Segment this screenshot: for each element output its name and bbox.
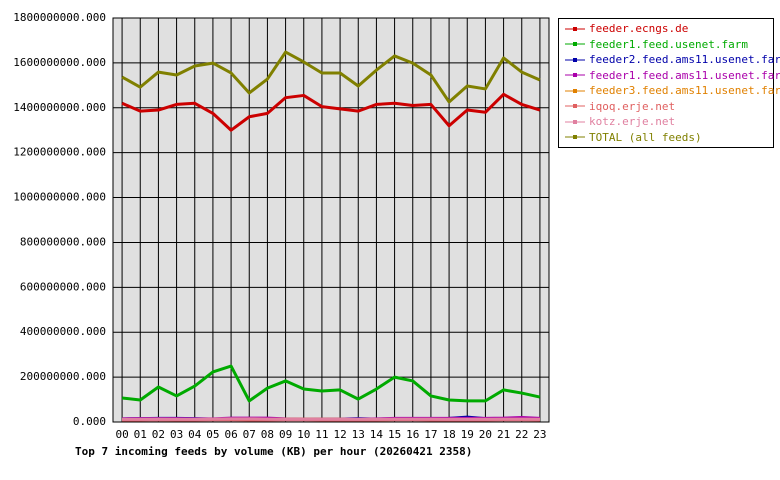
x-tick-label: 16 <box>406 428 419 441</box>
x-tick-label: 19 <box>461 428 474 441</box>
y-tick-label: 1400000000.000 <box>13 101 106 114</box>
legend-dot <box>573 104 577 109</box>
x-tick-label: 14 <box>370 428 384 441</box>
legend-swatch <box>565 57 585 62</box>
legend-dot <box>573 26 577 31</box>
legend: feeder.ecngs.de feeder1.feed.usenet.farm f… <box>558 18 780 148</box>
x-tick-label: 08 <box>261 428 274 441</box>
x-tick-label: 21 <box>497 428 510 441</box>
legend-label: feeder1.feed.ams11.usenet.farm <box>589 68 780 82</box>
legend-swatch <box>565 135 585 140</box>
legend-dot <box>573 42 577 47</box>
y-tick-label: 200000000.000 <box>20 370 106 383</box>
legend-item: kotz.erje.net <box>559 114 773 130</box>
legend-item: iqoq.erje.net <box>559 99 773 115</box>
legend-label: feeder.ecngs.de <box>589 22 689 36</box>
legend-item: feeder.ecngs.de <box>559 21 773 37</box>
x-tick-label: 13 <box>352 428 365 441</box>
legend-label: TOTAL (all feeds) <box>589 130 702 144</box>
x-tick-label: 05 <box>206 428 219 441</box>
legend-dot <box>573 88 577 93</box>
legend-item: feeder1.feed.usenet.farm <box>559 37 773 53</box>
legend-swatch <box>565 26 585 31</box>
x-tick-label: 01 <box>134 428 147 441</box>
legend-dot <box>573 73 577 78</box>
legend-item: feeder3.feed.ams11.usenet.farm <box>559 83 780 99</box>
x-tick-label: 17 <box>424 428 437 441</box>
y-tick-label: 800000000.000 <box>20 235 106 248</box>
plot-frame <box>112 17 550 423</box>
legend-label: feeder3.feed.ams11.usenet.farm <box>589 84 780 98</box>
y-tick-label: 0.000 <box>73 415 106 428</box>
plot-area <box>112 17 550 423</box>
legend-swatch <box>565 119 585 124</box>
legend-swatch <box>565 104 585 109</box>
x-tick-label: 06 <box>224 428 237 441</box>
legend-item: feeder2.feed.ams11.usenet.farm <box>559 52 780 68</box>
x-tick-label: 10 <box>297 428 310 441</box>
chart-title: Top 7 incoming feeds by volume (KB) per … <box>75 445 472 458</box>
x-tick-label: 07 <box>243 428 256 441</box>
x-tick-label: 18 <box>442 428 455 441</box>
y-tick-label: 1800000000.000 <box>13 11 106 24</box>
y-tick-label: 400000000.000 <box>20 325 106 338</box>
legend-dot <box>573 135 577 140</box>
x-tick-label: 20 <box>479 428 492 441</box>
x-tick-label: 09 <box>279 428 292 441</box>
legend-swatch <box>565 73 585 78</box>
x-tick-label: 11 <box>315 428 328 441</box>
legend-label: iqoq.erje.net <box>589 99 676 113</box>
y-tick-label: 1600000000.000 <box>13 56 106 69</box>
x-tick-label: 00 <box>115 428 128 441</box>
series-line <box>121 364 541 403</box>
y-tick-label: 1200000000.000 <box>13 146 106 159</box>
legend-label: feeder1.feed.usenet.farm <box>589 37 748 51</box>
y-tick-label: 1000000000.000 <box>13 191 106 204</box>
legend-dot <box>573 57 577 62</box>
legend-item: TOTAL (all feeds) <box>559 130 773 146</box>
x-tick-label: 22 <box>515 428 528 441</box>
legend-item: feeder1.feed.ams11.usenet.farm <box>559 68 780 84</box>
x-tick-label: 15 <box>388 428 401 441</box>
y-tick-label: 600000000.000 <box>20 280 106 293</box>
series-line <box>121 92 541 132</box>
x-tick-label: 12 <box>333 428 346 441</box>
x-tick-label: 02 <box>152 428 165 441</box>
legend-dot <box>573 119 577 124</box>
x-tick-label: 23 <box>533 428 546 441</box>
x-tick-label: 04 <box>188 428 202 441</box>
legend-label: feeder2.feed.ams11.usenet.farm <box>589 53 780 67</box>
legend-label: kotz.erje.net <box>589 115 676 129</box>
x-tick-label: 03 <box>170 428 183 441</box>
legend-swatch <box>565 42 585 47</box>
legend-swatch <box>565 88 585 93</box>
series-line <box>121 50 541 104</box>
